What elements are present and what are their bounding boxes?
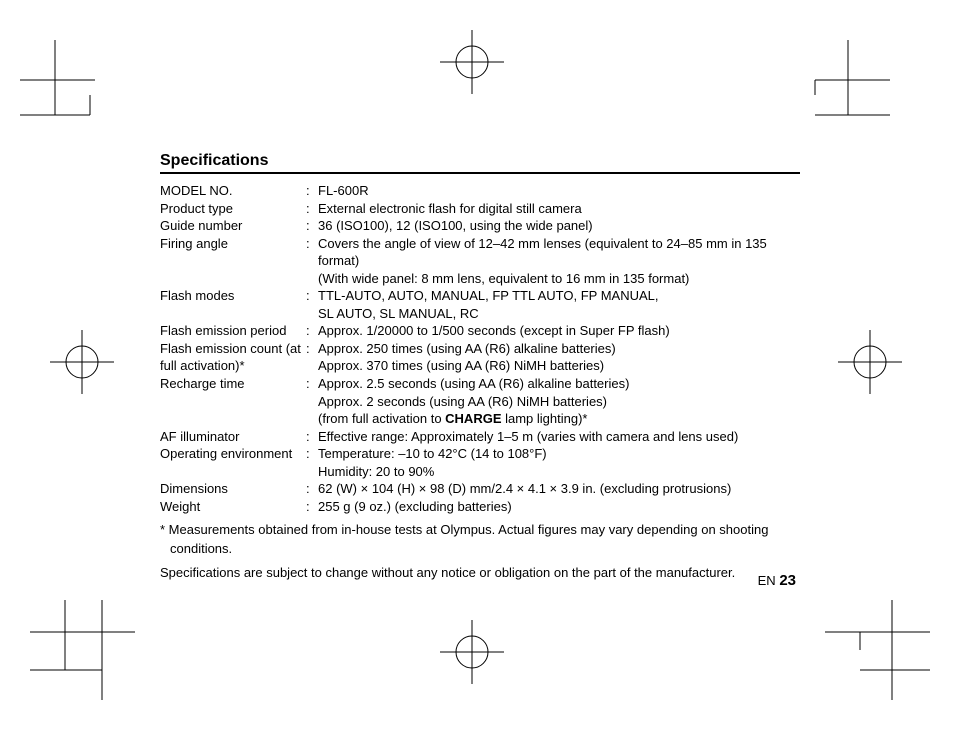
spec-colon: : <box>306 322 318 340</box>
spec-row: Weight:255 g (9 oz.) (excluding batterie… <box>160 498 800 516</box>
spec-colon: : <box>306 217 318 235</box>
page-footer: EN 23 <box>758 572 796 589</box>
spec-value: 36 (ISO100), 12 (ISO100, using the wide … <box>318 217 800 235</box>
spec-value-line: Approx. 2.5 seconds (using AA (R6) alkal… <box>318 375 800 393</box>
spec-value-line: Covers the angle of view of 12–42 mm len… <box>318 235 800 270</box>
spec-row: AF illuminator:Effective range: Approxim… <box>160 428 800 446</box>
page-number: 23 <box>779 572 796 589</box>
registration-mark-top <box>440 30 504 94</box>
spec-value: Approx. 1/20000 to 1/500 seconds (except… <box>318 322 800 340</box>
spec-list: MODEL NO.:FL-600RProduct type:External e… <box>160 182 800 515</box>
spec-value-line: SL AUTO, SL MANUAL, RC <box>318 305 800 323</box>
spec-label: Operating environment <box>160 445 306 463</box>
spec-label: Firing angle <box>160 235 306 253</box>
charge-label: CHARGE <box>445 411 501 426</box>
change-note: Specifications are subject to change wit… <box>160 564 800 582</box>
spec-value-line: Approx. 250 times (using AA (R6) alkalin… <box>318 340 800 358</box>
spec-value: Temperature: –10 to 42°C (14 to 108°F)Hu… <box>318 445 800 480</box>
spec-label: Flash emission count (at full activation… <box>160 340 306 375</box>
spec-value-line: External electronic flash for digital st… <box>318 200 800 218</box>
spec-value-line: 62 (W) × 104 (H) × 98 (D) mm/2.4 × 4.1 ×… <box>318 480 800 498</box>
spec-colon: : <box>306 445 318 463</box>
spec-value-line: 255 g (9 oz.) (excluding batteries) <box>318 498 800 516</box>
spec-value-line: Approx. 2 seconds (using AA (R6) NiMH ba… <box>318 393 800 411</box>
spec-value: Effective range: Approximately 1–5 m (va… <box>318 428 800 446</box>
spec-value-line: 36 (ISO100), 12 (ISO100, using the wide … <box>318 217 800 235</box>
spec-value: Approx. 2.5 seconds (using AA (R6) alkal… <box>318 375 800 428</box>
spec-colon: : <box>306 340 318 358</box>
crop-mark-tl <box>20 40 95 115</box>
spec-value: TTL-AUTO, AUTO, MANUAL, FP TTL AUTO, FP … <box>318 287 800 322</box>
spec-value: Covers the angle of view of 12–42 mm len… <box>318 235 800 288</box>
spec-row: Firing angle:Covers the angle of view of… <box>160 235 800 288</box>
spec-value: 62 (W) × 104 (H) × 98 (D) mm/2.4 × 4.1 ×… <box>318 480 800 498</box>
spec-row: Operating environment:Temperature: –10 t… <box>160 445 800 480</box>
spec-colon: : <box>306 480 318 498</box>
section-heading: Specifications <box>160 152 800 174</box>
spec-colon: : <box>306 182 318 200</box>
spec-value-line: Approx. 370 times (using AA (R6) NiMH ba… <box>318 357 800 375</box>
spec-value: External electronic flash for digital st… <box>318 200 800 218</box>
page-lang: EN <box>758 573 776 588</box>
spec-label: Flash modes <box>160 287 306 305</box>
spec-label: Recharge time <box>160 375 306 393</box>
spec-colon: : <box>306 428 318 446</box>
crop-mark-tr <box>815 40 890 115</box>
spec-value-line: Effective range: Approximately 1–5 m (va… <box>318 428 800 446</box>
spec-value-line: Humidity: 20 to 90% <box>318 463 800 481</box>
spec-label: Flash emission period <box>160 322 306 340</box>
spec-value-line: FL-600R <box>318 182 800 200</box>
registration-mark-left <box>50 330 114 394</box>
spec-colon: : <box>306 200 318 218</box>
spec-row: Flash emission count (at full activation… <box>160 340 800 375</box>
spec-value-line: Approx. 1/20000 to 1/500 seconds (except… <box>318 322 800 340</box>
spec-label: Dimensions <box>160 480 306 498</box>
spec-label: AF illuminator <box>160 428 306 446</box>
spec-label: MODEL NO. <box>160 182 306 200</box>
spec-label: Product type <box>160 200 306 218</box>
registration-mark-bottom <box>440 620 504 684</box>
spec-colon: : <box>306 498 318 516</box>
spec-value: 255 g (9 oz.) (excluding batteries) <box>318 498 800 516</box>
spec-label: Weight <box>160 498 306 516</box>
spec-value-line: (from full activation to CHARGE lamp lig… <box>318 410 800 428</box>
footnote: * Measurements obtained from in-house te… <box>160 521 800 557</box>
registration-mark-right <box>838 330 902 394</box>
spec-row: Dimensions:62 (W) × 104 (H) × 98 (D) mm/… <box>160 480 800 498</box>
spec-row: Guide number:36 (ISO100), 12 (ISO100, us… <box>160 217 800 235</box>
spec-value-line: TTL-AUTO, AUTO, MANUAL, FP TTL AUTO, FP … <box>318 287 800 305</box>
crop-mark-bl <box>30 600 135 700</box>
spec-row: MODEL NO.:FL-600R <box>160 182 800 200</box>
spec-value-line: (With wide panel: 8 mm lens, equivalent … <box>318 270 800 288</box>
spec-row: Flash emission period:Approx. 1/20000 to… <box>160 322 800 340</box>
spec-row: Product type:External electronic flash f… <box>160 200 800 218</box>
content-area: Specifications MODEL NO.:FL-600RProduct … <box>160 152 800 582</box>
spec-colon: : <box>306 375 318 393</box>
spec-label: Guide number <box>160 217 306 235</box>
spec-colon: : <box>306 287 318 305</box>
crop-mark-br <box>825 600 930 700</box>
spec-value-line: Temperature: –10 to 42°C (14 to 108°F) <box>318 445 800 463</box>
spec-row: Recharge time:Approx. 2.5 seconds (using… <box>160 375 800 428</box>
spec-row: Flash modes:TTL-AUTO, AUTO, MANUAL, FP T… <box>160 287 800 322</box>
spec-value: Approx. 250 times (using AA (R6) alkalin… <box>318 340 800 375</box>
spec-value: FL-600R <box>318 182 800 200</box>
spec-colon: : <box>306 235 318 253</box>
